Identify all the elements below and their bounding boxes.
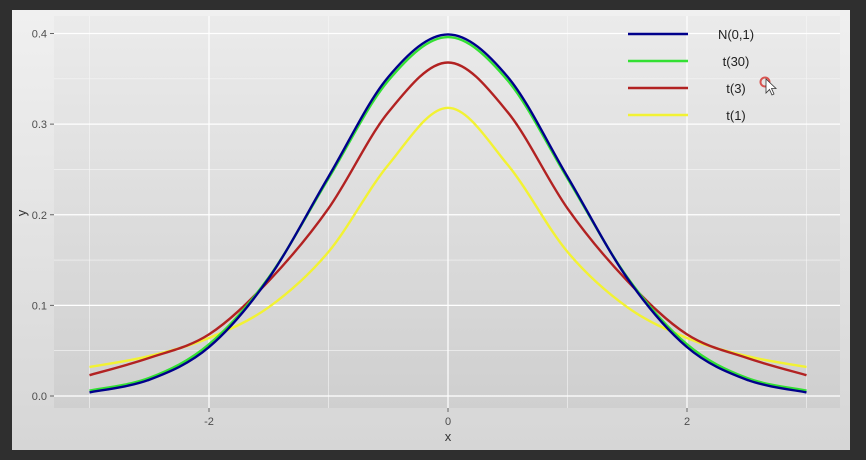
cursor-arrow-icon — [765, 78, 778, 96]
y-tick-label: 0.4 — [32, 29, 47, 41]
x-tick-label: 2 — [684, 416, 690, 428]
series-line-t-3 — [89, 61, 807, 377]
x-axis-title: x — [445, 429, 452, 444]
grid-lines — [54, 16, 840, 408]
plot-panel — [54, 16, 840, 408]
y-tick-label: 0.2 — [32, 210, 47, 222]
legend-label: N(0,1) — [718, 27, 754, 42]
series-line-t-30 — [89, 35, 807, 392]
axis-ticks: -2 0 2 0.0 0.1 0.2 0.3 0.4 — [32, 29, 690, 429]
legend-label: t(1) — [726, 108, 746, 123]
legend: N(0,1) t(30) t(3) t(1) — [628, 27, 754, 123]
y-tick-label: 0.3 — [32, 119, 47, 131]
legend-label: t(30) — [723, 54, 750, 69]
x-tick-label: -2 — [204, 416, 214, 428]
legend-label: t(3) — [726, 81, 746, 96]
series-lines — [89, 33, 807, 394]
series-line-n-0-1 — [89, 33, 807, 394]
y-tick-label: 0.1 — [32, 300, 47, 312]
cursor-indicator — [759, 76, 778, 96]
y-axis-title: y — [14, 209, 29, 216]
x-tick-label: 0 — [445, 416, 451, 428]
y-tick-label: 0.0 — [32, 391, 47, 403]
